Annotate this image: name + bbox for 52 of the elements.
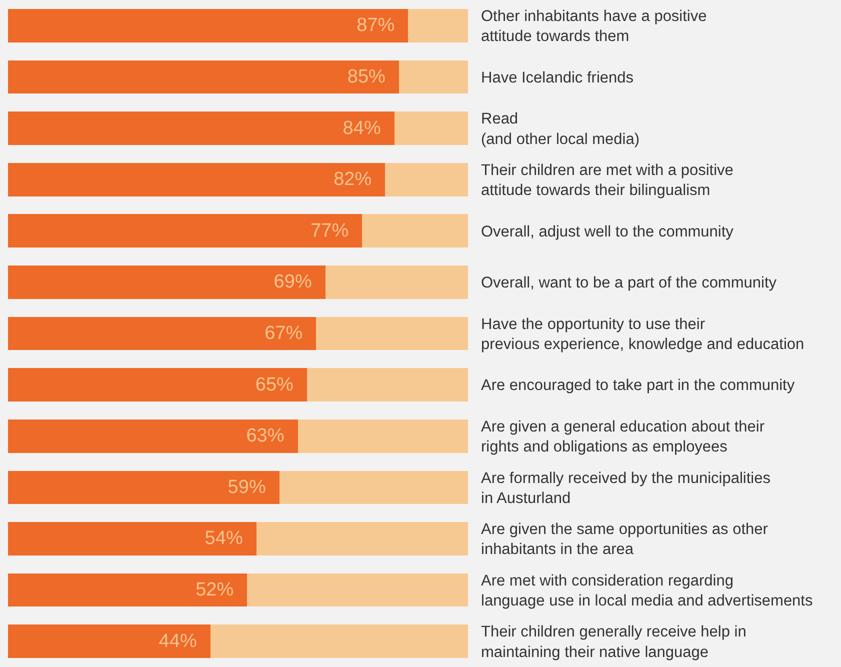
data-label: 85% (347, 66, 396, 88)
bar (399, 60, 468, 94)
bar (8, 624, 210, 658)
bar (8, 162, 386, 196)
y-tick-label: Read (and other local media) (481, 110, 640, 148)
bar (8, 470, 280, 504)
data-label: 69% (274, 272, 322, 293)
data-label: 67% (264, 323, 314, 344)
bar (8, 316, 316, 350)
data-label: 54% (204, 528, 254, 550)
bar (256, 522, 468, 556)
y-tick-label: Other inhabitants have a positive attitude towards them (481, 8, 707, 46)
data-label: 87% (356, 15, 406, 36)
data-label: 82% (334, 169, 382, 190)
bar (8, 419, 298, 453)
data-label: 77% (310, 220, 360, 242)
bar (210, 624, 468, 658)
bar (8, 573, 248, 607)
y-tick-label: Are encouraged to take part in the community (481, 377, 795, 394)
y-tick-label: Have the opportunity to use their previous experience, knowledge and education (481, 316, 804, 353)
data-label: 59% (228, 476, 276, 498)
y-tick-label: Overall, adjust well to the community (481, 223, 734, 240)
bar (408, 8, 468, 42)
bar (8, 214, 362, 248)
bar (325, 266, 468, 299)
bar (298, 419, 468, 453)
bar (307, 368, 468, 402)
y-tick-label: Are met with consideration regarding language use in local media and advertisements (481, 572, 813, 610)
y-tick-label: Are formally received by the municipalities in Austurland (481, 470, 771, 507)
y-tick-label: Overall, want to be a part of the community (481, 274, 777, 292)
bar (385, 162, 468, 196)
data-label: 63% (246, 426, 295, 447)
bar (8, 368, 307, 402)
data-label: 52% (196, 580, 244, 601)
bar (8, 266, 326, 299)
bar (362, 214, 468, 248)
data-label: 44% (158, 630, 208, 652)
bar (8, 522, 256, 556)
bar (316, 316, 468, 350)
bar (394, 112, 468, 145)
y-tick-label: Have Icelandic friends (481, 69, 634, 86)
bar (279, 470, 468, 504)
y-tick-label: Are given a general education about their rights and obligations as employees (481, 418, 765, 456)
bar (8, 60, 399, 94)
bar (247, 573, 468, 607)
y-tick-label: Are given the same opportunities as other inhabitants in the area (481, 521, 768, 558)
bar (8, 8, 408, 42)
bar (8, 112, 394, 145)
data-label: 65% (255, 374, 304, 396)
data-label: 84% (342, 118, 392, 139)
y-tick-label: Their children generally receive help in maintaining their native language (481, 624, 746, 661)
y-tick-label: Their children are met with a positive attitude towards their bilingualism (481, 162, 734, 200)
